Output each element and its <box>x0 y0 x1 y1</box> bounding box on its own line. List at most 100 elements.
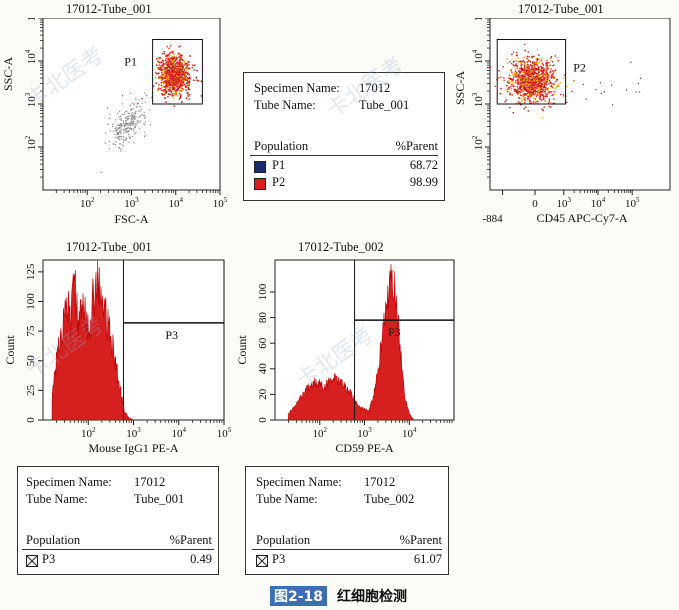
data-point <box>534 77 536 80</box>
data-point <box>513 85 515 87</box>
data-point <box>552 76 554 79</box>
data-point <box>521 64 523 66</box>
data-point <box>524 102 526 104</box>
data-point <box>509 85 512 88</box>
data-point <box>129 92 131 94</box>
data-point <box>532 71 534 73</box>
data-point <box>170 84 172 86</box>
data-point <box>174 74 176 76</box>
data-point <box>186 92 189 94</box>
data-point <box>163 74 165 76</box>
data-point <box>187 68 189 71</box>
data-point <box>552 75 554 77</box>
data-point <box>189 76 191 79</box>
data-point <box>539 81 541 83</box>
data-point <box>525 84 528 87</box>
data-point <box>635 91 637 93</box>
data-point <box>509 92 511 94</box>
data-point <box>550 82 552 84</box>
data-point <box>134 123 136 125</box>
x-tick-label: 105 <box>217 426 232 440</box>
data-point <box>515 92 518 94</box>
data-point <box>543 84 546 87</box>
data-point <box>525 77 528 79</box>
data-point <box>186 71 189 74</box>
data-point <box>528 94 530 96</box>
data-point <box>128 112 130 114</box>
data-point <box>525 64 527 66</box>
data-point <box>169 71 172 74</box>
data-point <box>130 128 132 131</box>
data-point <box>178 78 180 80</box>
data-point <box>182 76 185 79</box>
data-point <box>541 73 544 75</box>
data-point <box>175 62 178 65</box>
data-point <box>158 86 160 89</box>
data-point <box>531 78 533 81</box>
data-point <box>511 94 513 96</box>
data-point <box>144 114 146 116</box>
data-point <box>549 64 551 66</box>
data-point <box>187 95 189 97</box>
data-point <box>118 136 120 138</box>
data-point <box>535 68 537 70</box>
data-point <box>547 61 550 64</box>
data-point <box>526 93 528 96</box>
scatter-cd45-ssc: -8840103104105102103104105CD45 APC-Cy7-A… <box>453 18 671 225</box>
data-point <box>117 132 120 135</box>
data-point <box>532 78 534 80</box>
data-point <box>531 85 533 87</box>
data-point <box>540 99 543 102</box>
data-point <box>185 70 187 72</box>
data-point <box>527 95 529 98</box>
data-point <box>546 83 548 86</box>
data-point <box>115 127 117 129</box>
data-point <box>510 78 512 81</box>
data-point <box>170 79 173 82</box>
data-point <box>531 84 534 86</box>
data-point <box>185 66 187 69</box>
data-point <box>530 65 532 67</box>
data-point <box>173 72 175 75</box>
data-point <box>541 63 544 65</box>
data-point <box>523 72 525 74</box>
scatter-fsc-ssc: 102 103 104 105 102 103 104 105 FSC-A SSC-A P1 <box>1 18 228 226</box>
data-point <box>185 86 187 89</box>
data-point <box>170 89 172 92</box>
data-point <box>168 62 171 64</box>
data-point <box>181 75 183 77</box>
data-point <box>538 68 540 71</box>
data-point <box>165 85 168 88</box>
data-point <box>538 75 540 78</box>
data-point <box>130 109 132 111</box>
data-point <box>168 89 171 91</box>
data-point <box>537 100 539 103</box>
data-point <box>523 94 525 96</box>
data-point <box>526 89 528 92</box>
data-point <box>181 70 183 72</box>
data-point <box>520 83 522 86</box>
data-point <box>173 69 176 72</box>
data-point <box>173 83 176 85</box>
data-point <box>131 115 133 117</box>
data-point <box>177 83 179 85</box>
data-point <box>498 77 500 79</box>
data-point <box>520 66 522 69</box>
data-point <box>121 95 124 97</box>
data-point <box>545 95 547 98</box>
data-point <box>512 74 514 76</box>
data-point <box>541 88 543 91</box>
data-point <box>537 62 539 64</box>
data-point <box>187 93 189 95</box>
data-point <box>128 117 130 119</box>
data-point <box>552 87 555 89</box>
data-point <box>177 73 180 76</box>
data-point <box>545 70 548 72</box>
data-point <box>531 86 533 88</box>
data-point <box>550 106 552 108</box>
data-point <box>528 83 530 86</box>
data-point <box>157 77 160 79</box>
data-point <box>538 78 541 80</box>
data-point <box>546 63 548 65</box>
data-point <box>524 98 526 100</box>
